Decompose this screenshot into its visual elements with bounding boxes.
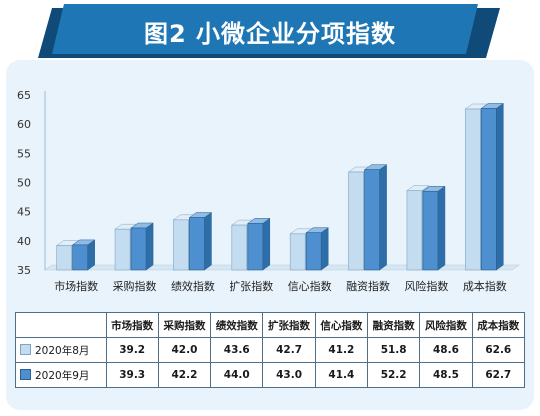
table-body: 2020年8月 39.2 42.0 43.6 42.7 41.2 51.8 48.6 62.6 2… (15, 337, 526, 388)
chart-title: 图2 小微企业分项指数 (143, 20, 397, 48)
bar-sep (305, 227, 329, 271)
legend-label: 2020年8月 (35, 344, 90, 357)
table-column-header: 采购指数 (157, 312, 212, 338)
bar-layer (55, 102, 505, 271)
bar-sep (188, 212, 213, 271)
bar-side (437, 185, 446, 271)
table-cell: 62.7 (471, 362, 526, 388)
bar-face (114, 228, 131, 271)
x-tick-label: 扩张指数 (229, 279, 273, 293)
bar-face (422, 190, 439, 271)
bar-sep (363, 164, 388, 271)
axis-layer (44, 91, 520, 271)
table-cell: 42.0 (157, 337, 212, 363)
table-corner-cell (15, 312, 107, 338)
table-cell: 39.3 (105, 362, 159, 388)
table-row-label: 2020年8月 (15, 337, 107, 363)
table-cell: 52.2 (366, 362, 421, 388)
table-column-header: 扩张指数 (262, 312, 316, 338)
bar-face (247, 223, 264, 271)
table-column-header: 绩效指数 (210, 312, 264, 338)
bar-side (320, 227, 329, 271)
bar-face (189, 217, 205, 271)
bar-face (289, 233, 306, 271)
bar-side (496, 102, 504, 271)
x-tick-label: 采购指数 (113, 279, 157, 293)
legend-swatch (20, 368, 31, 380)
y-tick-label: 60 (17, 118, 31, 131)
table-column-header: 信心指数 (314, 312, 369, 338)
bar-side (204, 212, 212, 271)
table-cell: 39.2 (105, 337, 159, 363)
bar-sep (247, 217, 271, 271)
legend-swatch (20, 343, 31, 355)
x-tick-label: 融资指数 (346, 279, 390, 293)
x-tick-label: 成本指数 (463, 279, 507, 293)
bar-sep (71, 239, 96, 271)
table-column-header: 市场指数 (105, 312, 159, 338)
bar-side (379, 164, 387, 271)
y-tick-label: 55 (17, 147, 31, 160)
y-tick-label: 40 (17, 235, 31, 248)
bar-face (465, 108, 481, 271)
bar-face (173, 219, 189, 271)
bar-face (406, 190, 423, 271)
y-tick-label: 50 (17, 177, 31, 190)
table-cell: 42.7 (262, 337, 316, 363)
table-column-header: 成本指数 (471, 312, 526, 338)
table-cell: 44.0 (210, 362, 264, 388)
title-banner (38, 4, 500, 58)
table-cell: 51.8 (366, 337, 421, 363)
table-row-label: 2020年9月 (15, 362, 107, 388)
y-tick-label: 35 (17, 264, 31, 277)
bar-face (130, 227, 147, 271)
title-banner-front (52, 4, 478, 54)
table-row: 2020年8月 39.2 42.0 43.6 42.7 41.2 51.8 48.6 62.6 (15, 337, 526, 363)
table-column-header: 融资指数 (366, 312, 421, 338)
table-cell: 43.0 (262, 362, 316, 388)
table-cell: 42.2 (157, 362, 212, 388)
x-tick-label: 绩效指数 (171, 279, 215, 293)
bar-face (56, 245, 72, 271)
bar-sep (422, 185, 446, 271)
table-row: 2020年9月 39.3 42.2 44.0 43.0 41.4 52.2 48.5 62.7 (15, 362, 526, 388)
table-cell: 43.6 (210, 337, 264, 363)
table-cell: 62.6 (471, 337, 526, 363)
table-cell: 48.6 (419, 337, 473, 363)
data-table: 市场指数 采购指数 绩效指数 扩张指数 信心指数 融资指数 风险指数 成本指数 2020年8月… (15, 312, 526, 388)
y-tick-label: 65 (17, 89, 31, 102)
label-layer: 35 40 45 50 55 60 65 市场指数 采购指数 绩效指数 扩张指数 信心指数 融资指数 风险… (17, 89, 507, 293)
x-tick-label: 信心指数 (288, 279, 332, 293)
y-tick-label: 45 (17, 206, 31, 219)
bar-side (262, 217, 271, 271)
table-header-row: 市场指数 采购指数 绩效指数 扩张指数 信心指数 融资指数 风险指数 成本指数 (15, 312, 526, 338)
bar-face (364, 169, 380, 271)
bar-face (348, 171, 364, 271)
x-tick-label: 风险指数 (404, 279, 448, 293)
table-cell: 48.5 (419, 362, 473, 388)
table-column-header: 风险指数 (419, 312, 473, 338)
bar-side (145, 222, 154, 271)
table-cell: 41.4 (314, 362, 369, 388)
bar-face (481, 108, 497, 271)
bar-face (72, 244, 88, 271)
table-cell: 41.2 (314, 337, 369, 363)
bar-face (305, 232, 322, 271)
bar-sep (130, 222, 154, 271)
legend-label: 2020年9月 (35, 369, 90, 382)
bar-sep (480, 102, 505, 271)
x-tick-label: 市场指数 (54, 279, 98, 293)
bar-face (231, 224, 248, 271)
